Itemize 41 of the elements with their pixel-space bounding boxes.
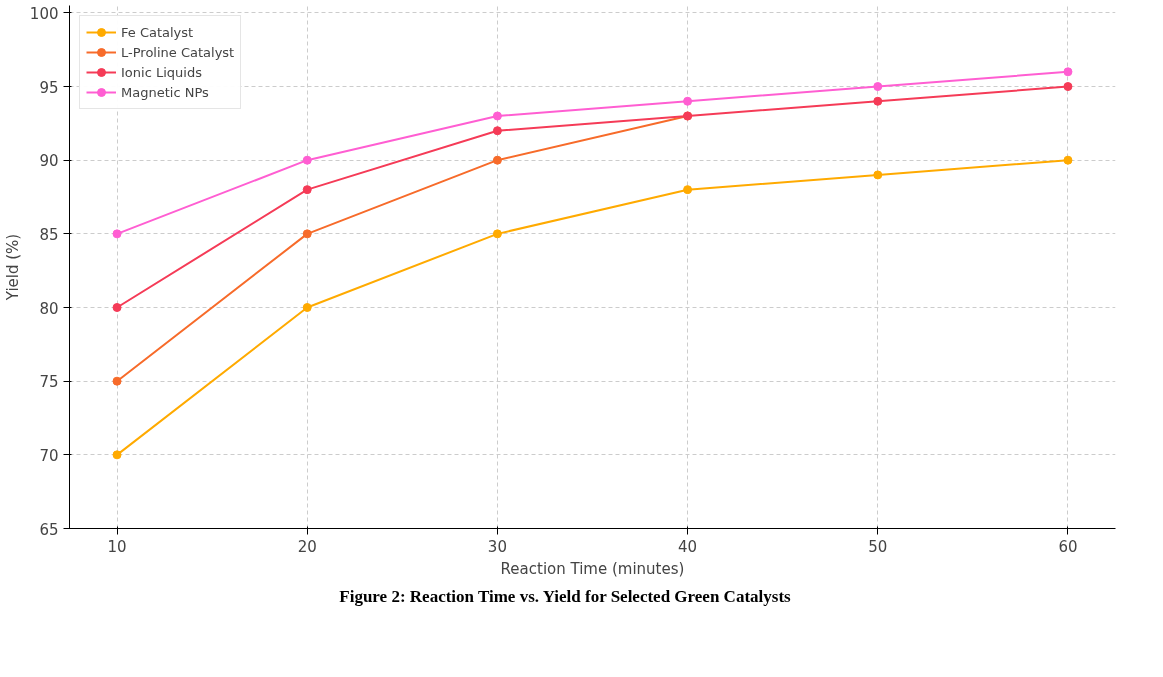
point	[1063, 155, 1073, 165]
point	[112, 229, 122, 239]
x-tick-label: 50	[868, 537, 888, 556]
point	[112, 450, 122, 460]
y-axis-title: Yield (%)	[3, 233, 22, 302]
point	[492, 126, 502, 136]
x-tick-label: 40	[678, 537, 698, 556]
point	[112, 376, 122, 386]
point	[302, 185, 312, 195]
point	[873, 170, 883, 180]
point	[1063, 82, 1073, 92]
legend-label: Magnetic NPs	[121, 84, 209, 100]
point	[683, 185, 693, 195]
x-axis-title: Reaction Time (minutes)	[500, 559, 685, 578]
point	[873, 96, 883, 106]
point	[1063, 67, 1073, 77]
y-tick-label: 95	[39, 78, 59, 97]
point	[302, 229, 312, 239]
legend-label: Fe Catalyst	[121, 24, 194, 40]
legend-label: Ionic Liquids	[121, 64, 202, 80]
y-tick-label: 85	[39, 225, 59, 244]
y-tick-label: 80	[39, 299, 59, 318]
point	[112, 303, 122, 313]
caption: Figure 2: Reaction Time vs. Yield for Selected Green Catalysts	[339, 586, 791, 608]
point	[492, 155, 502, 165]
point	[302, 303, 312, 313]
point	[492, 229, 502, 239]
point	[683, 96, 693, 106]
point	[492, 111, 502, 121]
y-tick-label: 65	[39, 520, 59, 539]
x-tick-label: 30	[487, 537, 507, 556]
y-tick-label: 70	[39, 446, 59, 465]
y-tick-label: 90	[39, 152, 59, 171]
y-tick-label: 75	[39, 373, 59, 392]
x-tick-label: 10	[107, 537, 127, 556]
legend-label: L-Proline Catalyst	[121, 44, 235, 60]
point	[873, 82, 883, 92]
point	[302, 155, 312, 165]
y-tick-label: 100	[29, 4, 59, 23]
x-tick-label: 60	[1058, 537, 1078, 556]
x-tick-label: 20	[297, 537, 317, 556]
